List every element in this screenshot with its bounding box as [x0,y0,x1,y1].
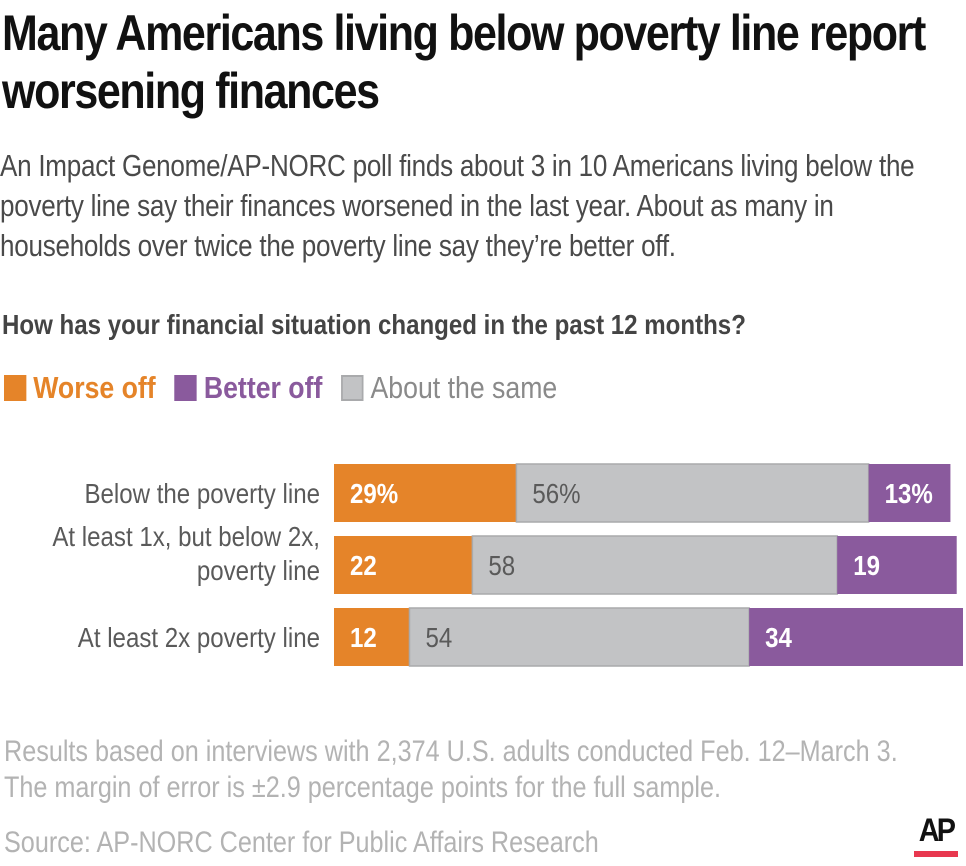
data-label-better: 19 [853,549,880,581]
methodology-note: Results based on interviews with 2,374 U… [4,735,898,804]
data-label-same: 56% [532,477,580,509]
ap-logo: AP [912,812,960,861]
legend-swatch-same [341,375,364,401]
survey-question: How has your financial situation changed… [2,309,746,340]
data-label-worse: 12 [350,621,377,653]
data-label-better: 13% [885,477,933,509]
bar-segment-better [837,536,957,594]
legend-swatch-worse [4,375,27,401]
bar-segment-worse [334,608,410,666]
data-label-worse: 29% [350,477,398,509]
bar-segment-worse [334,536,473,594]
row-label-line: poverty line [197,554,320,586]
bar-segment-same [408,607,750,667]
chart-title: Many Americans living below poverty line… [2,5,926,119]
ap-logo-text: AP [918,812,956,848]
row-label-line: At least 1x, but below 2x, [52,520,320,552]
bar-segment-better [749,608,963,666]
data-label-same: 58 [488,549,515,581]
legend-label-better: Better off [203,370,323,405]
ap-logo-bar [914,851,958,857]
data-label-worse: 22 [350,549,377,581]
legend-item-worse: Worse off [4,370,156,406]
bar-segment-same [515,463,870,523]
row-label: At least 2x poverty line [78,621,320,653]
legend-item-same: About the same [341,370,557,406]
chart-subtitle: An Impact Genome/AP-NORC poll finds abou… [0,148,915,263]
source-credit: Source: AP-NORC Center for Public Affair… [4,826,599,859]
stacked-bar-chart: Below the poverty line 29% 56% 13% At least … [52,463,963,667]
legend-label-same: About the same [370,370,558,405]
legend: Worse off Better off About the same [4,370,576,406]
legend-item-better: Better off [174,370,323,406]
legend-label-worse: Worse off [33,370,156,405]
row-label: Below the poverty line [84,477,320,509]
data-label-same: 54 [425,621,452,653]
bar-segment-worse [334,464,517,522]
row-label: At least 1x, but below 2x, poverty line [52,520,320,586]
legend-swatch-better [174,375,197,401]
data-label-better: 34 [765,621,792,653]
bar-segment-same [471,535,838,595]
bar-segment-better [868,464,951,522]
